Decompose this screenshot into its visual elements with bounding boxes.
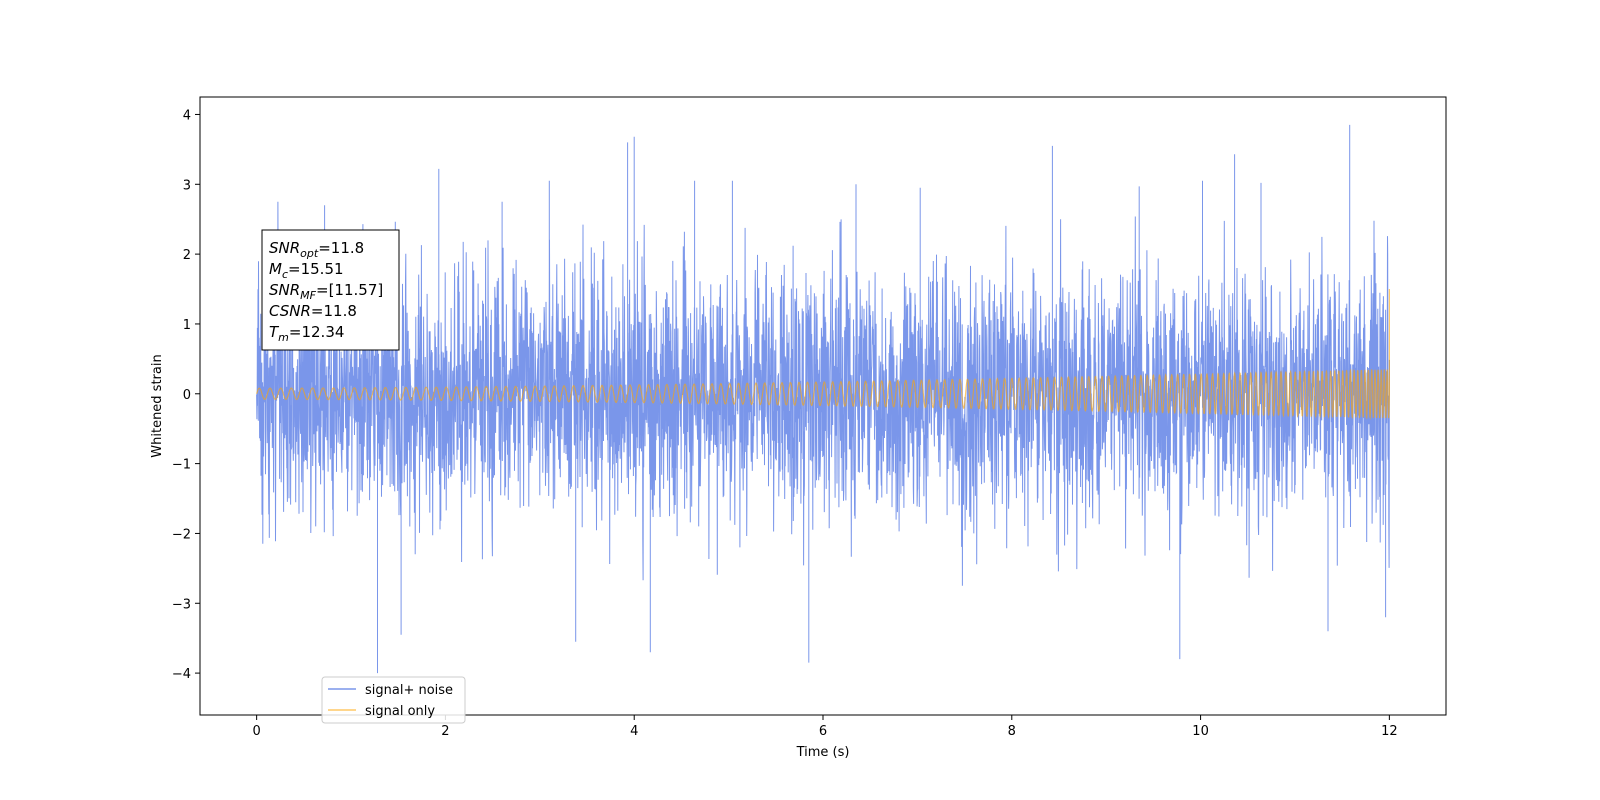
y-tick-label: −4 [172,667,191,682]
legend: signal+ noise signal only [321,676,466,724]
legend-frame [321,676,466,724]
y-axis: −4 −3 −2 −1 0 1 2 3 4 [172,108,200,682]
y-tick-label: 4 [183,108,191,123]
y-tick-label: 2 [183,248,191,263]
annotation-line: Mc=15.51 [269,260,344,281]
annotation-line: SNRMF=[11.57] [269,281,383,302]
legend-label-signal-only: signal only [365,704,435,719]
y-tick-label: −3 [172,597,191,612]
x-tick-label: 10 [1192,724,1209,739]
y-tick-label: 0 [183,388,191,403]
annotation-line: SNRopt=11.8 [269,239,364,260]
annotation-box: SNRopt=11.8Mc=15.51SNRMF=[11.57]CSNR=11.… [261,229,400,351]
annotation-line: Tm=12.34 [269,323,344,344]
x-tick-label: 8 [1008,724,1016,739]
y-tick-label: −1 [172,458,191,473]
y-tick-label: 1 [183,318,191,333]
series-layer [256,124,1390,674]
x-tick-label: 6 [819,724,827,739]
x-tick-label: 2 [441,724,449,739]
series-line-signal-only [256,289,1390,420]
annotation-frame [261,229,400,351]
y-tick-label: 3 [183,178,191,193]
x-axis-label: Time (s) [796,745,850,760]
y-axis-label: Whitened strain [150,354,165,457]
annotation-line: CSNR=11.8 [269,302,357,320]
x-axis: 0 2 4 6 8 10 12 [252,715,1398,739]
legend-label-signal-plus-noise: signal+ noise [365,683,453,698]
x-tick-label: 12 [1381,724,1398,739]
x-tick-label: 0 [252,724,260,739]
x-tick-label: 4 [630,724,638,739]
y-tick-label: −2 [172,527,191,542]
